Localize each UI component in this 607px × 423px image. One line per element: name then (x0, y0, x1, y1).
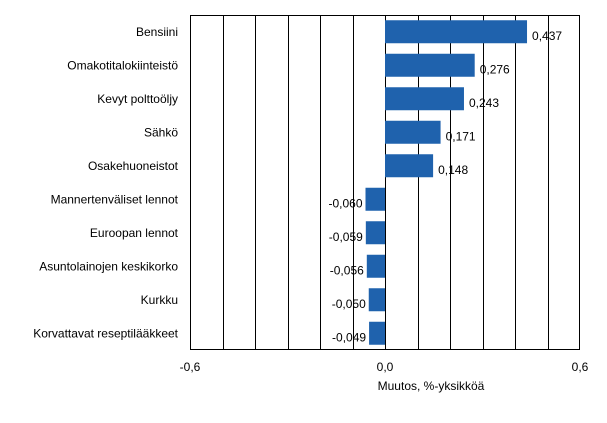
category-label: Omakotitalokiinteistö (67, 58, 178, 72)
value-label: -0,059 (329, 230, 363, 244)
bar (365, 221, 385, 245)
category-labels: Bensiini Omakotitalokiinteistö Kevyt poltt… (33, 25, 178, 341)
bar (368, 288, 385, 312)
value-label: -0,050 (332, 297, 366, 311)
bar (365, 187, 385, 211)
value-labels: 0,437 0,276 0,243 0,171 0,148 -0,060 -0,059 -0,… (328, 29, 562, 345)
value-label: 0,437 (532, 29, 562, 43)
value-label: 0,171 (446, 129, 476, 143)
category-label: Bensiini (136, 25, 178, 39)
x-tick-label: -0,6 (180, 360, 201, 374)
bar (385, 154, 434, 178)
bar (369, 321, 385, 345)
category-label: Sähkö (144, 125, 178, 139)
x-tick-labels: -0,6 0,0 0,6 (180, 360, 589, 374)
bar (385, 20, 528, 44)
category-label: Asuntolainojen keskikorko (39, 259, 178, 273)
bar (385, 53, 475, 77)
x-tick-label: 0,0 (377, 360, 394, 374)
category-label: Korvattavat reseptilääkkeet (33, 326, 178, 340)
value-label: -0,049 (332, 330, 366, 344)
category-label: Mannertenväliset lennot (51, 192, 179, 206)
value-label: 0,243 (469, 96, 499, 110)
x-tick-label: 0,6 (572, 360, 589, 374)
bar (385, 87, 464, 111)
value-label: -0,056 (330, 263, 364, 277)
value-label: -0,060 (328, 196, 362, 210)
bars-layer (365, 20, 528, 345)
value-label: 0,276 (480, 62, 510, 76)
bar (366, 254, 385, 278)
value-label: 0,148 (438, 163, 468, 177)
x-axis-title: Muutos, %-yksikköä (378, 379, 485, 393)
bar (385, 120, 441, 144)
category-label: Osakehuoneistot (88, 159, 179, 173)
category-label: Kevyt polttoöljy (97, 92, 178, 106)
category-label: Euroopan lennot (90, 226, 179, 240)
category-label: Kurkku (141, 293, 178, 307)
